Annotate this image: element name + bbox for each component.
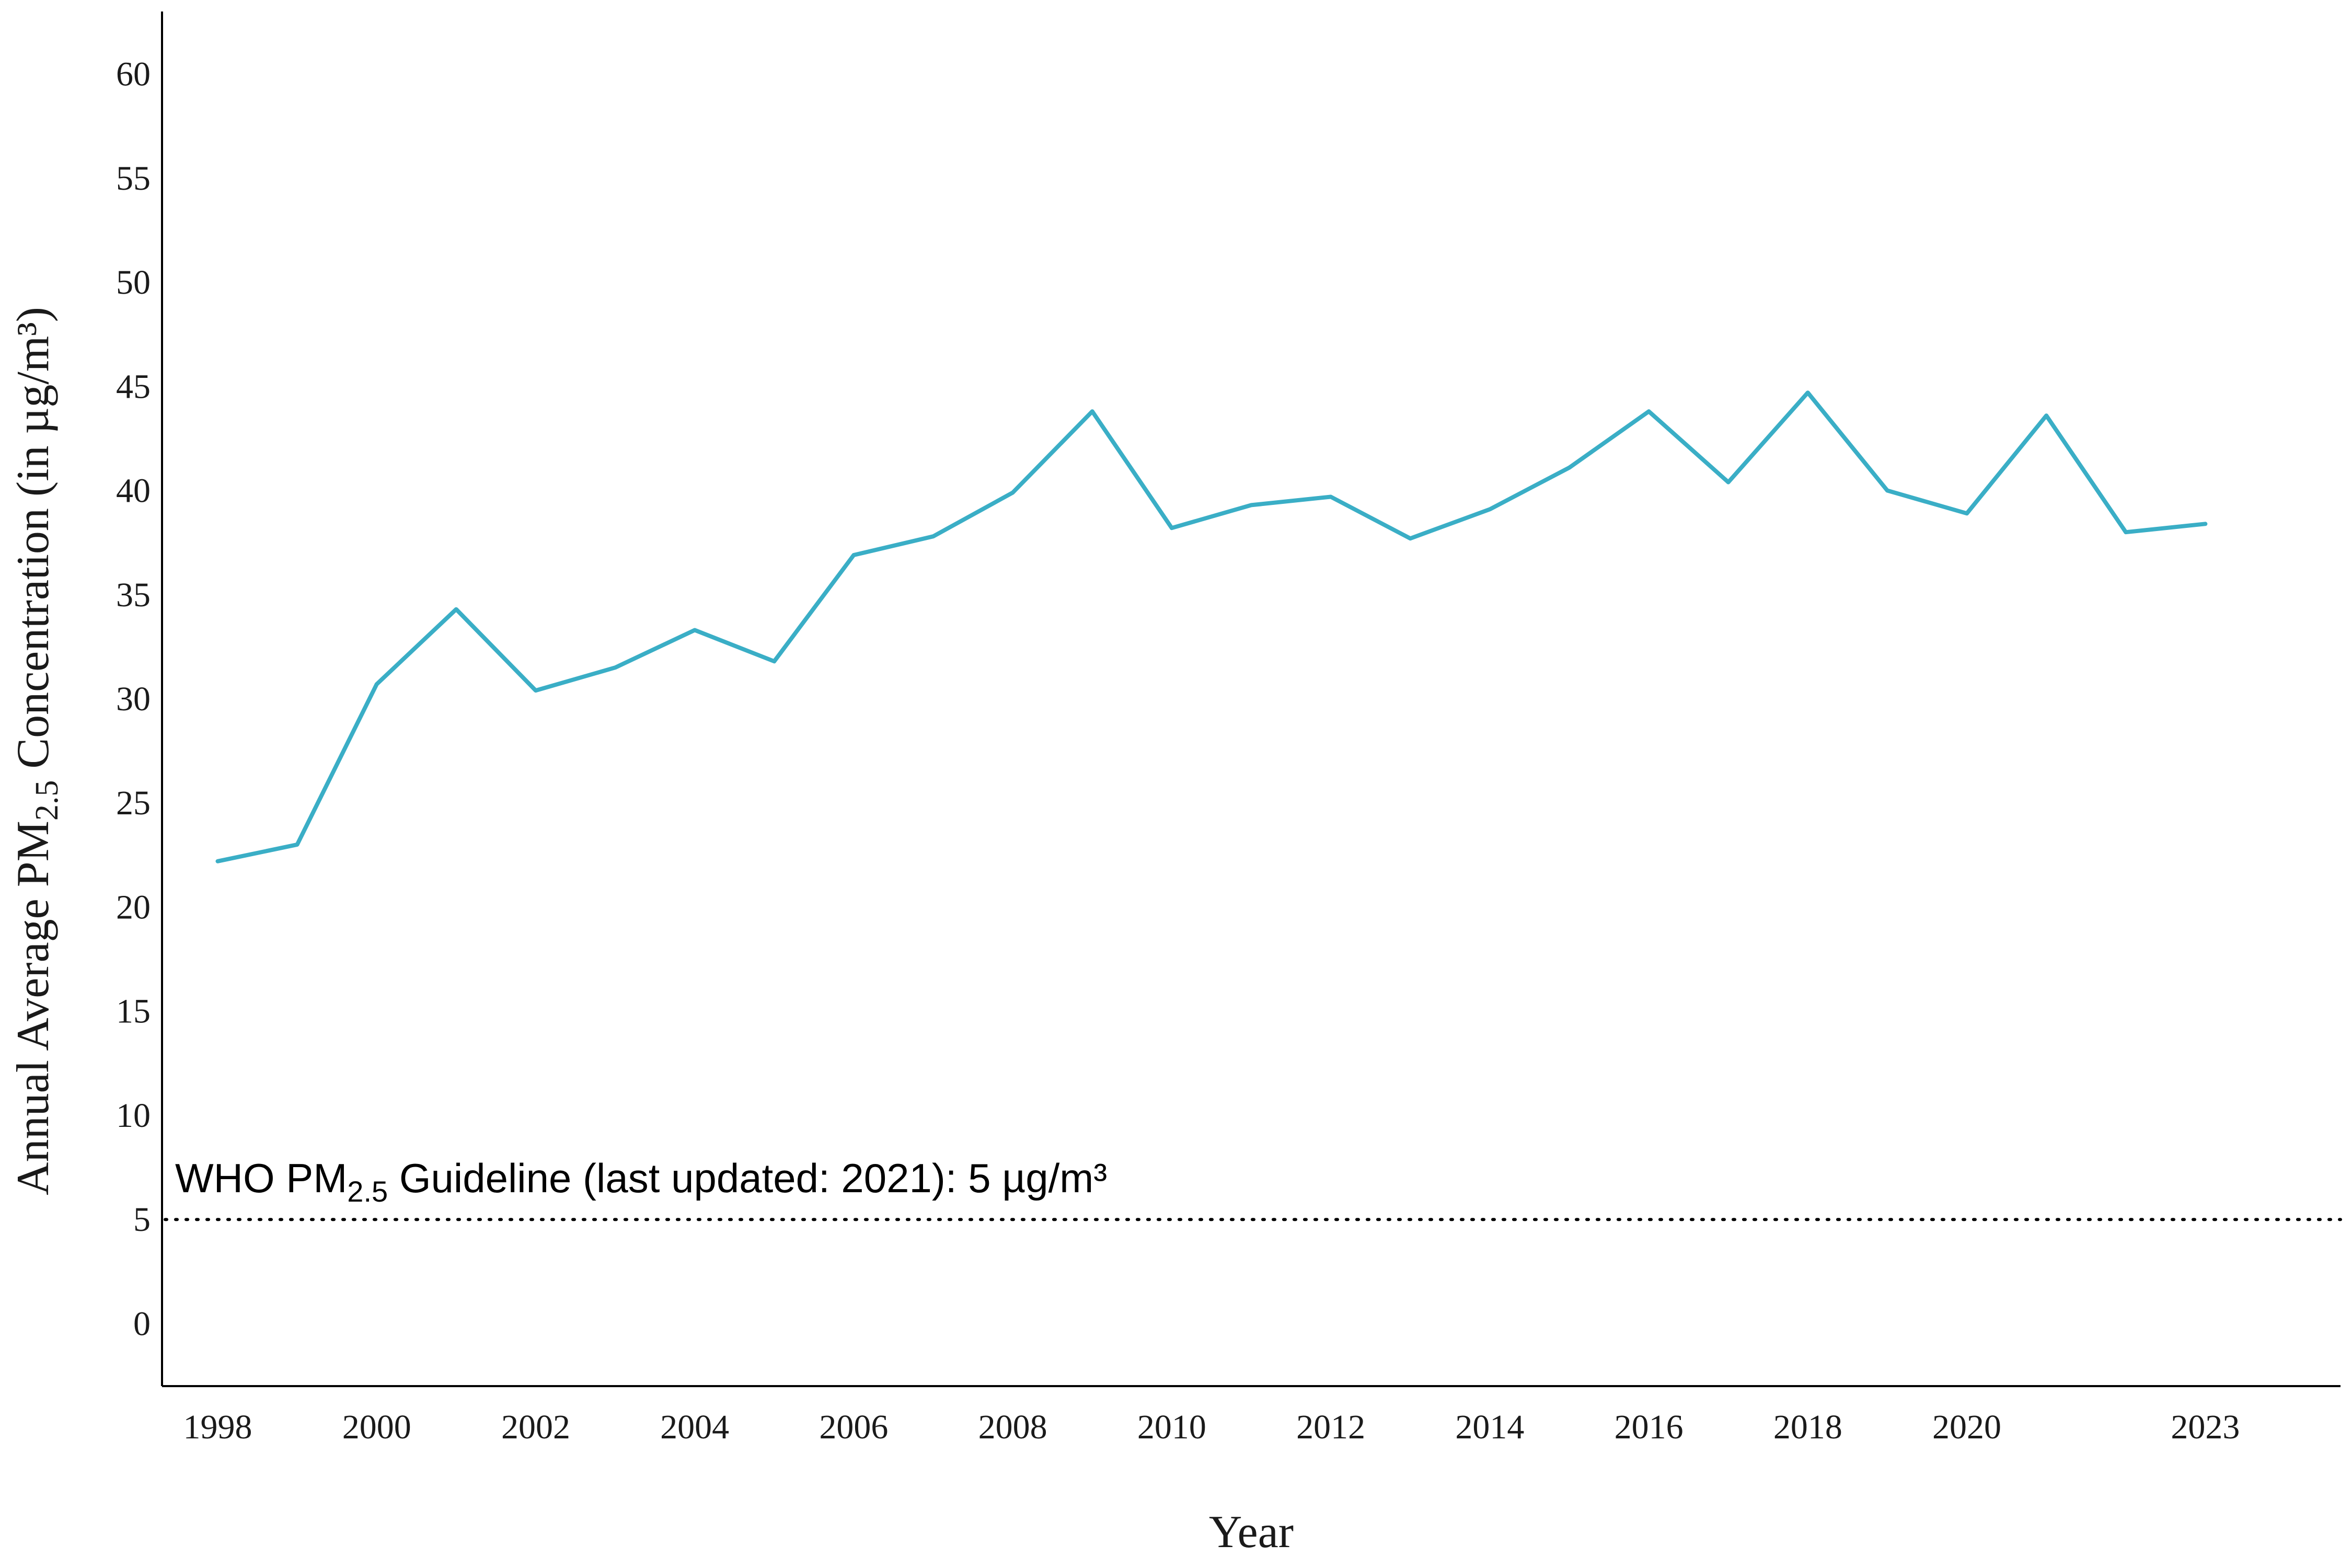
x-axis-title: Year	[1209, 1507, 1294, 1558]
y-axis-title-suffix: Concentration (in µg/m³)	[8, 307, 59, 780]
tick-labels: 0 5 10 15 20 25 30 35 40 45 50 55 60 1998 2000 2002 2004…	[116, 55, 2240, 1446]
x-tick-label: 2002	[501, 1408, 570, 1446]
x-tick-label: 2000	[342, 1408, 411, 1446]
x-tick-label: 1998	[183, 1408, 252, 1446]
y-tick-label: 55	[116, 159, 151, 198]
y-tick-label: 15	[116, 993, 151, 1031]
x-tick-label: 2006	[819, 1408, 888, 1446]
series-group	[215, 390, 2208, 863]
x-tick-label: 2014	[1455, 1408, 1524, 1446]
y-tick-label: 40	[116, 472, 151, 510]
x-tick-label: 2008	[978, 1408, 1047, 1446]
guideline-label-prefix: WHO PM	[175, 1155, 347, 1201]
x-tick-label: 2012	[1296, 1408, 1365, 1446]
y-tick-label: 50	[116, 263, 151, 302]
y-tick-label: 25	[116, 784, 151, 822]
y-tick-label: 35	[116, 576, 151, 614]
x-tick-label: 2023	[2171, 1408, 2240, 1446]
x-tick-label: 2020	[1932, 1408, 2001, 1446]
y-axis-title-prefix: Annual Average PM	[8, 821, 59, 1195]
x-tick-label: 2016	[1615, 1408, 1684, 1446]
x-tick-label: 2018	[1773, 1408, 1842, 1446]
y-axis-title: Annual Average PM2.5 Concentration (in µ…	[8, 307, 65, 1195]
y-axis-title-subscript: 2.5	[29, 780, 65, 821]
axes	[161, 11, 2341, 1387]
y-tick-label: 45	[116, 367, 151, 406]
guideline-label: WHO PM2.5 Guideline (last updated: 2021)…	[175, 1155, 1107, 1208]
y-tick-label: 60	[116, 55, 151, 94]
series-line	[215, 390, 2208, 863]
y-tick-label: 5	[133, 1201, 151, 1239]
y-tick-label: 0	[133, 1305, 151, 1343]
y-tick-label: 30	[116, 680, 151, 718]
x-tick-label: 2010	[1137, 1408, 1206, 1446]
y-tick-label: 10	[116, 1097, 151, 1135]
x-tick-label: 2004	[660, 1408, 729, 1446]
guideline-label-subscript: 2.5	[347, 1175, 388, 1208]
y-tick-label: 20	[116, 888, 151, 926]
guideline-label-suffix: Guideline (last updated: 2021): 5 µg/m³	[388, 1155, 1107, 1201]
